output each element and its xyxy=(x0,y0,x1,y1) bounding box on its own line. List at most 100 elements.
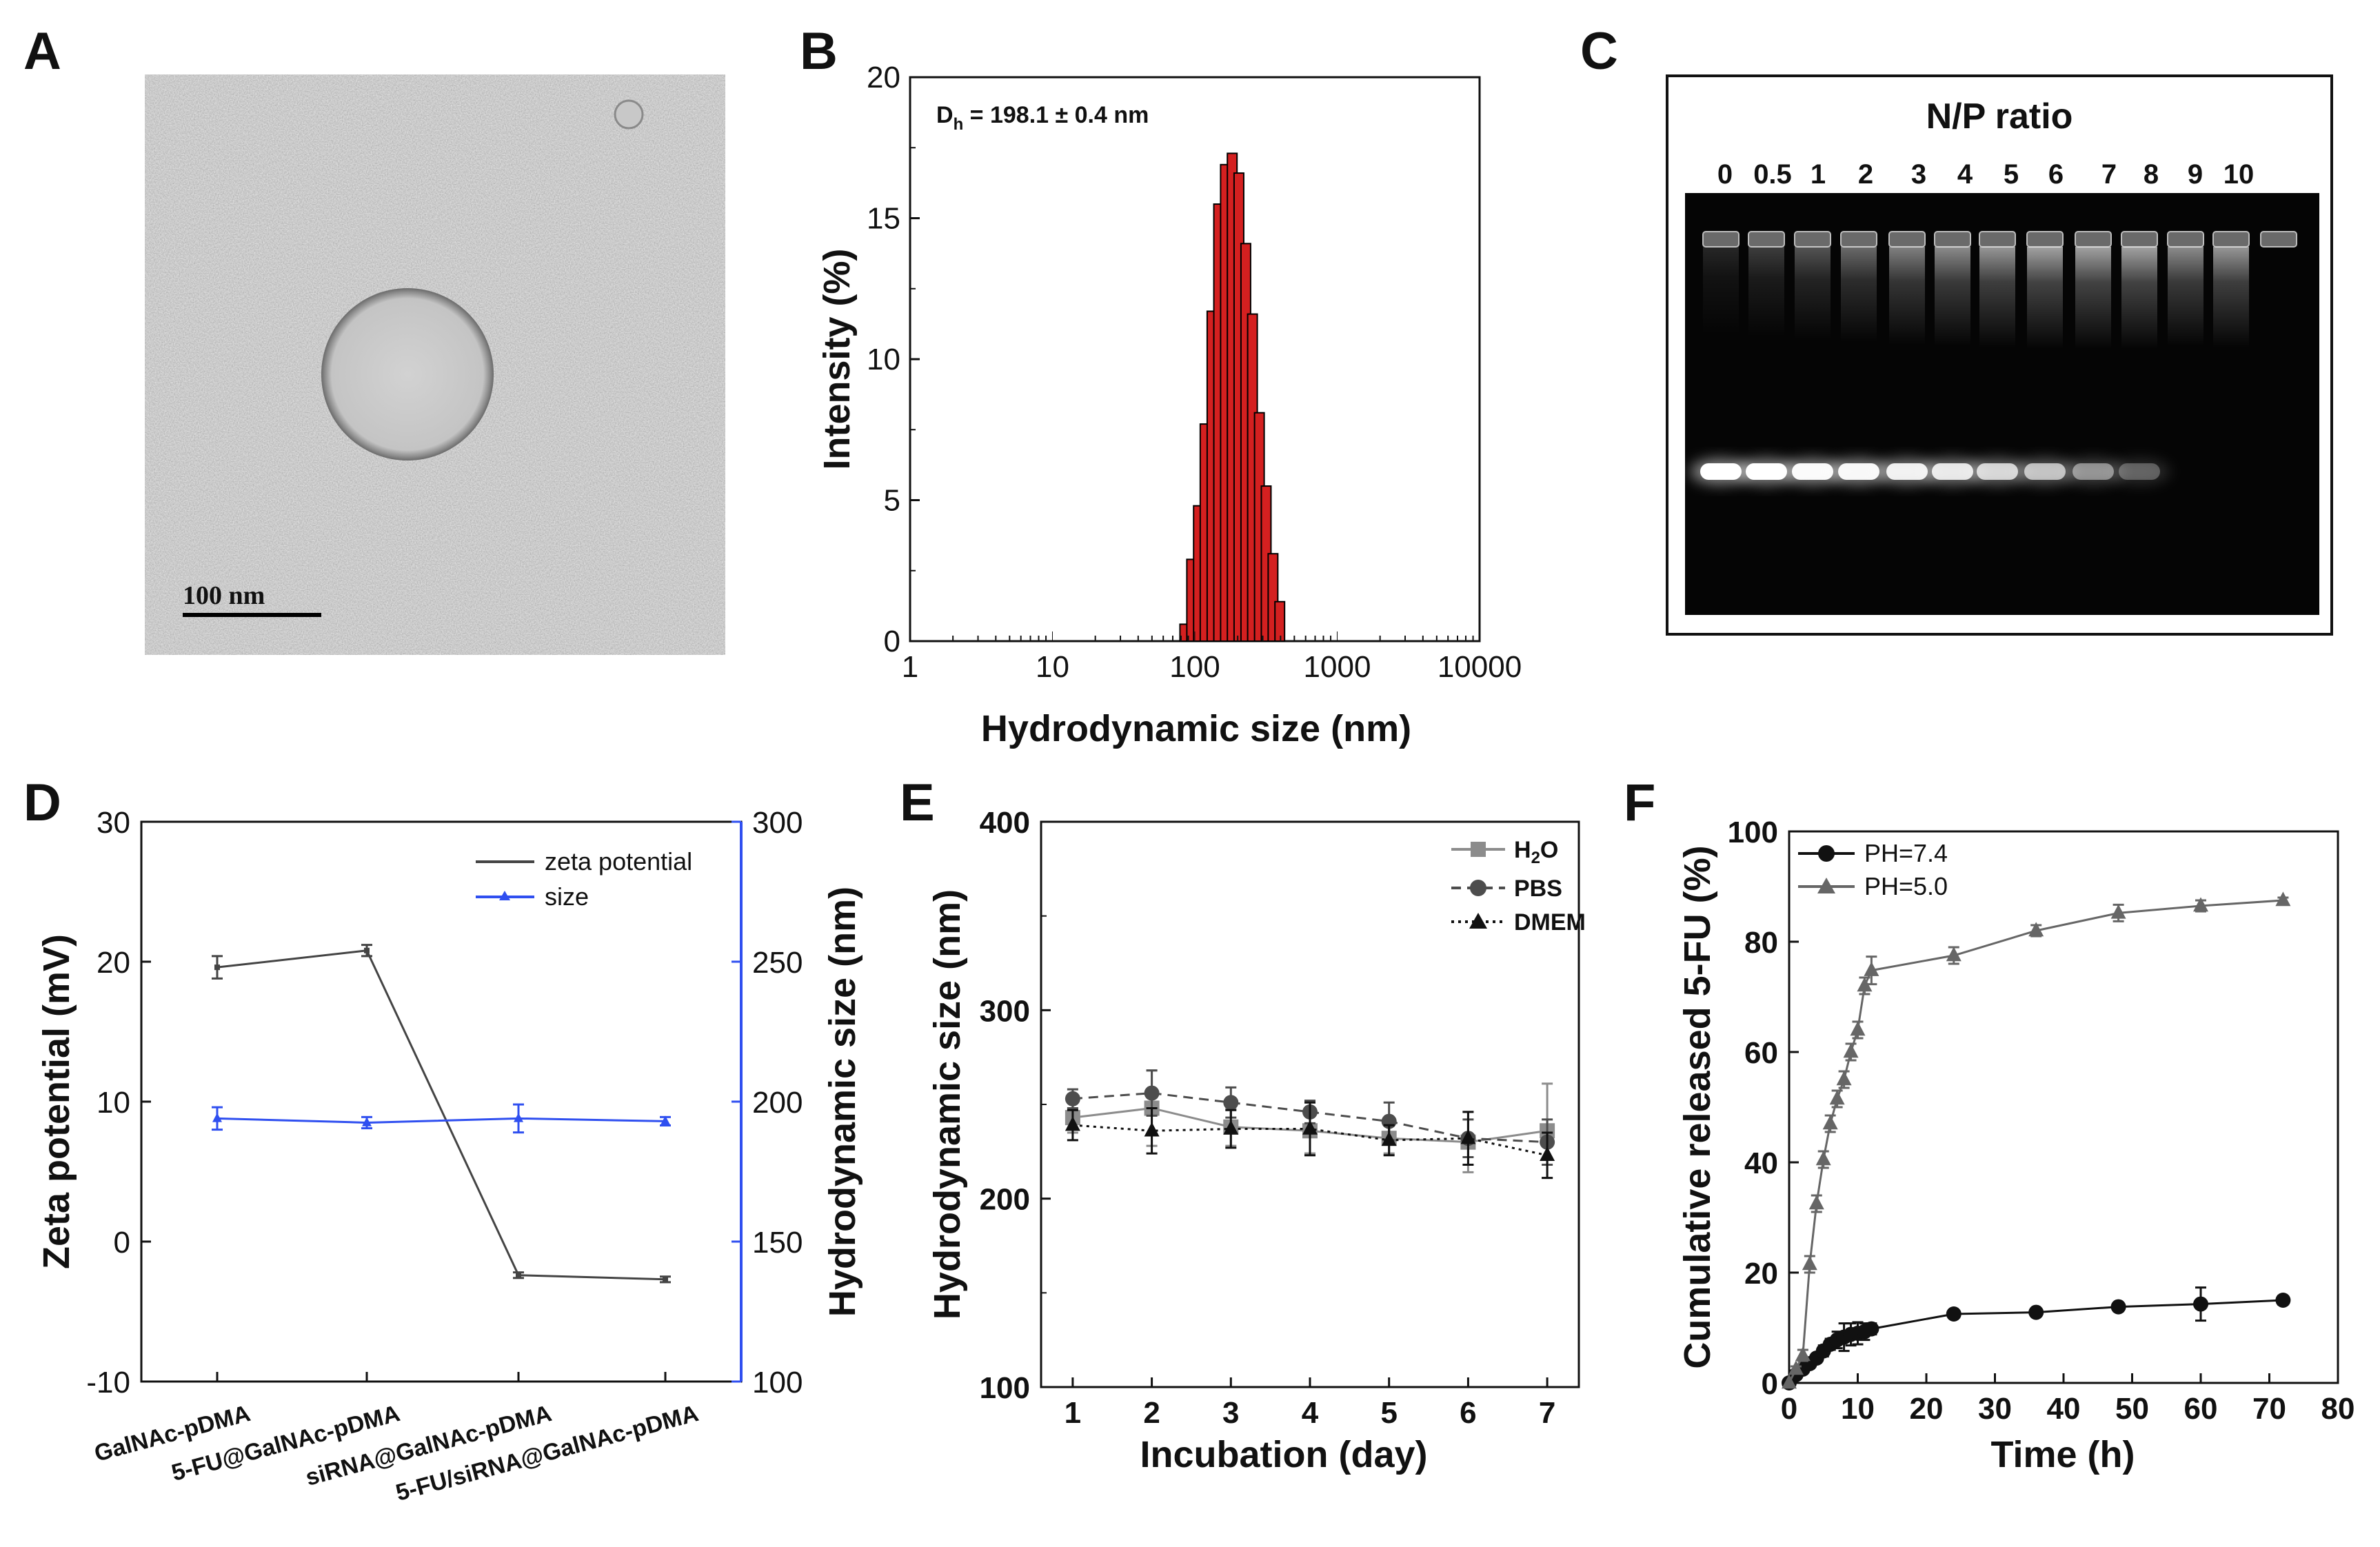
gel-lane-label: 7 xyxy=(2101,159,2117,190)
y-tick-label: 0 xyxy=(114,1226,130,1260)
x-tick-label: 30 xyxy=(1978,1392,2012,1426)
data-point xyxy=(1822,1115,1838,1130)
y-tick-label: 0 xyxy=(884,625,900,658)
gel-smear xyxy=(1979,247,2015,347)
y-tick-label: 10 xyxy=(97,1086,130,1120)
gel-well xyxy=(1888,231,1926,247)
data-point xyxy=(1144,1085,1160,1101)
gel-well xyxy=(2121,231,2158,247)
gel-lane-label: 1 xyxy=(1811,159,1826,190)
gel-lane-label: 5 xyxy=(2004,159,2019,190)
gel-band xyxy=(1977,463,2018,480)
gel-well xyxy=(2212,231,2250,247)
y2-tick-label: 300 xyxy=(752,806,803,840)
data-point xyxy=(514,1113,523,1122)
x-tick-label: 40 xyxy=(2047,1392,2081,1426)
gel-well xyxy=(1702,231,1739,247)
y2-tick-label: 100 xyxy=(752,1366,803,1399)
legend-zeta-label: zeta potential xyxy=(545,847,692,876)
gel-band xyxy=(1792,463,1833,480)
data-point xyxy=(1144,1122,1160,1137)
gel-title: N/P ratio xyxy=(1926,97,2073,136)
gel-band xyxy=(1886,463,1928,480)
legend-ph50-label: PH=5.0 xyxy=(1864,872,1948,900)
y-tick-label: 20 xyxy=(97,946,130,980)
series-line-zeta-potential xyxy=(216,949,666,1281)
gel-lane-label: 4 xyxy=(1957,159,1973,190)
panel-f-plot-frame xyxy=(1788,830,2339,1384)
x-tick-label: 10000 xyxy=(1438,650,1522,684)
y-tick-label: 10 xyxy=(867,343,900,376)
legend-pbs-marker xyxy=(1470,880,1486,896)
data-point xyxy=(2028,922,2044,937)
gel-band xyxy=(2073,463,2114,480)
gel-smear xyxy=(2168,247,2203,346)
gel-lane-label: 0 xyxy=(1717,159,1733,190)
data-point xyxy=(1857,977,1873,992)
gel-well xyxy=(1748,231,1785,247)
gel-band-glow xyxy=(2109,459,2170,484)
gel-well xyxy=(1979,231,2016,247)
panel-label-e: E xyxy=(900,774,935,832)
panel-b-x-axis-title: Hydrodynamic size (nm) xyxy=(981,708,1411,749)
data-point xyxy=(2275,1293,2291,1308)
x-tick-label: 20 xyxy=(1910,1392,1944,1426)
gel-panel: N/P ratio 0 0.5 1 2 3 4 5 6 7 8 9 10 xyxy=(1666,74,2333,636)
x-tick-label: 3 xyxy=(1222,1396,1239,1430)
y-tick-label: 20 xyxy=(1744,1257,1778,1291)
panel-e-chart: 100 200 300 400 1 2 3 4 5 6 7 Incubation (day) Hyd… xyxy=(927,806,1586,1475)
tem-image: 100 nm xyxy=(145,74,725,655)
data-point xyxy=(1946,1306,1962,1322)
legend-dmem-label: DMEM xyxy=(1514,909,1586,936)
data-point xyxy=(2110,1299,2126,1315)
x-tick-label: 2 xyxy=(1143,1396,1160,1430)
y-tick-label: 0 xyxy=(1762,1367,1778,1401)
data-point xyxy=(214,964,220,971)
x-tick-label: 60 xyxy=(2184,1392,2218,1426)
panel-d-y2-axis-title: Hydrodynamic size (nm) xyxy=(822,887,863,1317)
gel-smear xyxy=(1703,247,1739,334)
series-line-size xyxy=(216,1117,666,1124)
x-tick-label: 1000 xyxy=(1304,650,1371,684)
gel-well xyxy=(2260,231,2297,247)
gel-lane-label: 3 xyxy=(1911,159,1926,190)
y-tick-label: 100 xyxy=(1728,816,1778,849)
x-tick-label: 1 xyxy=(1065,1396,1081,1430)
data-point xyxy=(2193,897,2208,912)
data-point xyxy=(1795,1346,1811,1362)
gel-band-glow xyxy=(2063,459,2124,484)
y-tick-label: 5 xyxy=(884,484,900,518)
gel-band xyxy=(1838,463,1879,480)
x-tick-label: 70 xyxy=(2252,1392,2286,1426)
y-tick-label: 80 xyxy=(1744,926,1778,960)
legend-ph74-marker xyxy=(1818,845,1835,862)
dh-annotation: Dh = 198.1 ± 0.4 nm xyxy=(936,102,1149,134)
panel-b-chart: 1 10 100 1000 10000 0 5 10 15 20 Dh = 198.1 ± 0.4… xyxy=(816,61,1522,749)
gel-smear xyxy=(2027,247,2063,349)
panel-f-y-axis-title: Cumulative released 5-FU (%) xyxy=(1677,845,1718,1368)
panel-e-x-axis-title: Incubation (day) xyxy=(1140,1434,1428,1475)
x-tick-label: 4 xyxy=(1302,1396,1319,1430)
legend-ph74-label: PH=7.4 xyxy=(1864,839,1948,867)
gel-smear xyxy=(2121,247,2157,349)
legend-h2o-marker xyxy=(1471,842,1486,857)
panel-e-legend: H2O PBS DMEM xyxy=(1451,837,1586,936)
data-point xyxy=(1946,947,1962,962)
data-point xyxy=(212,1113,222,1122)
panel-f-chart: 0 20 40 60 80 100 0 10 20 30 40 50 60 70 80 Time (h) C… xyxy=(1677,816,2354,1475)
data-point xyxy=(1843,1043,1859,1058)
y-tick-label: 200 xyxy=(980,1183,1030,1217)
data-point xyxy=(2275,891,2291,907)
gel-lane-label: 10 xyxy=(2223,159,2255,190)
data-point xyxy=(660,1115,670,1125)
gel-lane-label: 6 xyxy=(2048,159,2064,190)
gel-well xyxy=(1840,231,1877,247)
data-point xyxy=(1223,1095,1239,1111)
data-point xyxy=(1302,1120,1318,1135)
data-point xyxy=(1850,1021,1866,1036)
gel-smear xyxy=(1841,247,1877,342)
gel-smear xyxy=(1748,247,1784,336)
panel-d-plot-frame xyxy=(140,820,743,1383)
gel-well xyxy=(2026,231,2064,247)
